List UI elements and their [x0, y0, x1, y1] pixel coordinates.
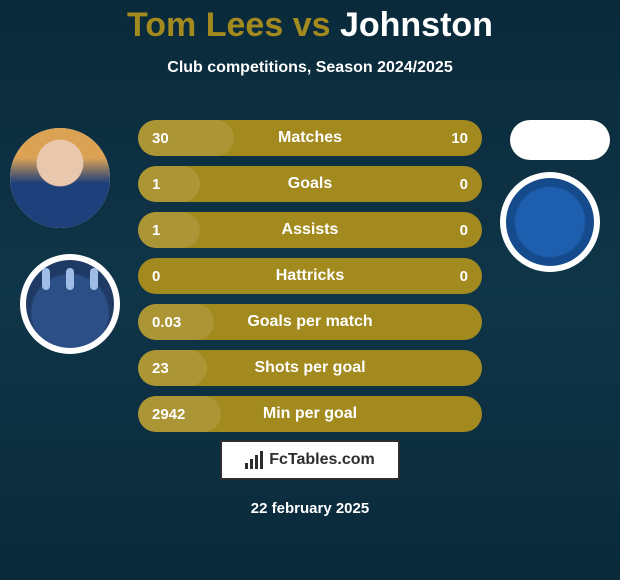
player2-club-badge	[500, 172, 600, 272]
stat-row: 0.03Goals per match	[138, 304, 482, 340]
stat-highlight	[138, 350, 207, 386]
footer-date: 22 february 2025	[0, 500, 620, 517]
stat-label: Matches	[278, 129, 342, 147]
stat-left-value: 0	[152, 268, 202, 285]
stat-right-value: 10	[418, 130, 468, 147]
stat-highlight	[138, 212, 200, 248]
stat-row: 0 Hattricks 0	[138, 258, 482, 294]
brand-bars-icon	[245, 451, 263, 469]
stat-right-value: 0	[418, 268, 468, 285]
stat-label: Goals per match	[247, 313, 372, 331]
player2-name: Johnston	[340, 6, 493, 44]
stat-row: 1Goals0	[138, 166, 482, 202]
stat-highlight	[138, 396, 221, 432]
brand-badge: FcTables.com	[220, 440, 400, 480]
stat-row: 30Matches10	[138, 120, 482, 156]
player1-face-placeholder	[10, 128, 110, 228]
stat-label: Shots per goal	[254, 359, 365, 377]
stat-label: Hattricks	[276, 267, 344, 285]
stat-row: 23Shots per goal	[138, 350, 482, 386]
player1-club-badge	[20, 254, 120, 354]
stat-highlight	[138, 304, 214, 340]
stat-label: Min per goal	[263, 405, 357, 423]
brand-text: FcTables.com	[269, 451, 375, 469]
player2-avatar	[510, 120, 610, 160]
stat-right-value: 0	[418, 222, 468, 239]
stat-row: 2942Min per goal	[138, 396, 482, 432]
player1-name: Tom Lees	[127, 6, 283, 44]
page-subtitle: Club competitions, Season 2024/2025	[0, 59, 620, 77]
stat-label: Goals	[288, 175, 332, 193]
vs-word: vs	[293, 6, 331, 44]
stat-highlight	[138, 120, 234, 156]
stat-right-value: 0	[418, 176, 468, 193]
player1-avatar	[10, 128, 110, 228]
stat-highlight	[138, 166, 200, 202]
page-title: Tom Lees vs Johnston	[0, 0, 620, 45]
stat-row: 1Assists0	[138, 212, 482, 248]
stats-container: 30Matches101Goals01Assists00Hattricks00.…	[138, 120, 482, 442]
stat-label: Assists	[282, 221, 339, 239]
